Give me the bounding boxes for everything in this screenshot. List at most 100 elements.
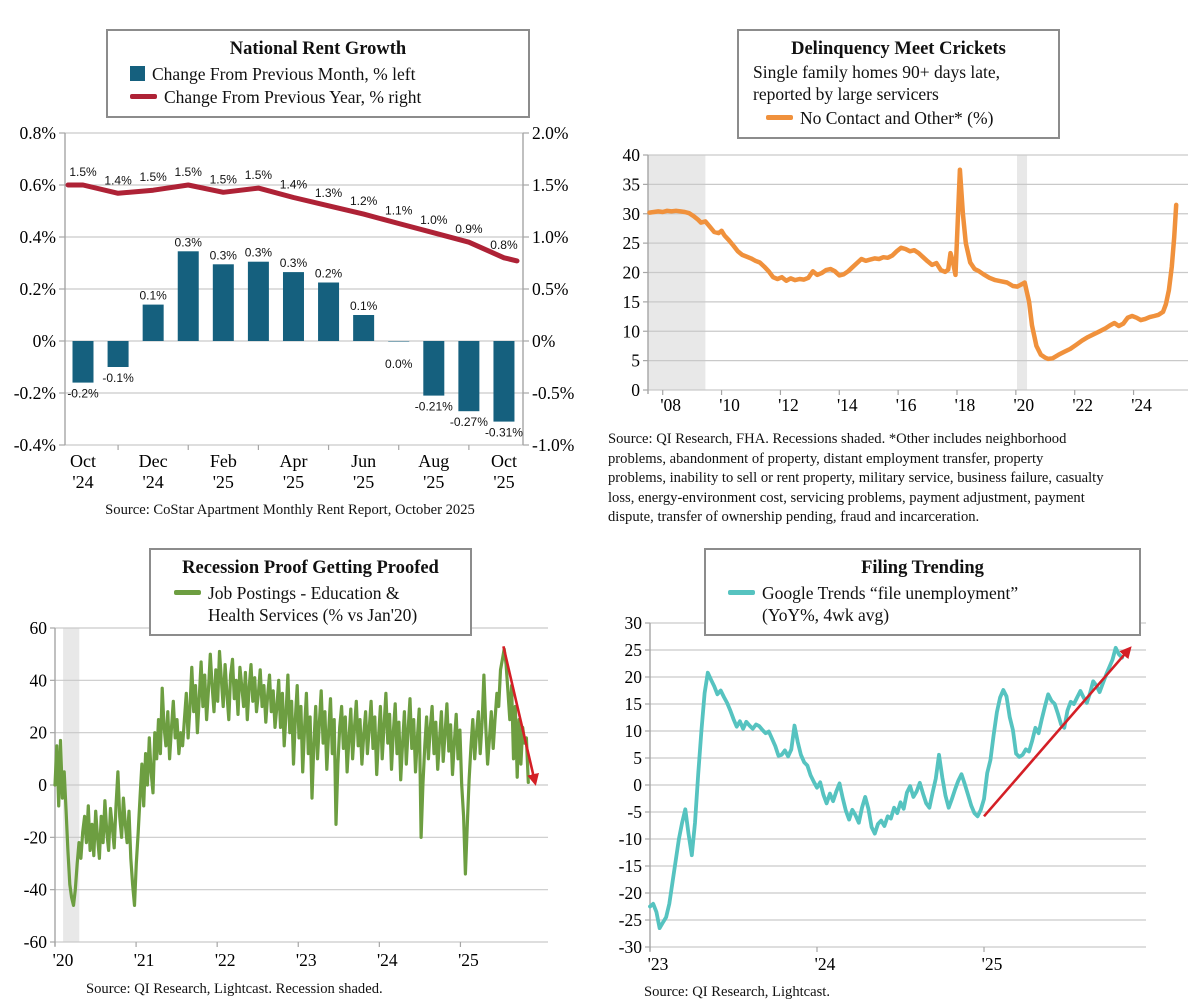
- svg-text:0%: 0%: [532, 331, 555, 351]
- svg-text:'25: '25: [982, 954, 1003, 974]
- delinquency-legend-label: No Contact and Other* (%): [800, 108, 994, 128]
- svg-text:1.5%: 1.5%: [245, 168, 273, 182]
- svg-text:'24: '24: [815, 954, 836, 974]
- svg-text:'10: '10: [719, 395, 740, 415]
- svg-text:-0.1%: -0.1%: [102, 371, 134, 385]
- svg-text:0.8%: 0.8%: [490, 238, 518, 252]
- svg-text:0.3%: 0.3%: [245, 246, 273, 260]
- svg-text:15: 15: [623, 292, 641, 312]
- svg-text:-40: -40: [24, 880, 48, 900]
- rent-legend-swatch-icon: [130, 94, 157, 99]
- svg-text:'25: '25: [283, 472, 304, 492]
- svg-text:Apr: Apr: [279, 451, 307, 471]
- svg-text:20: 20: [625, 667, 643, 687]
- svg-text:10: 10: [623, 321, 641, 341]
- svg-text:Oct: Oct: [70, 451, 96, 471]
- svg-text:60: 60: [30, 618, 48, 638]
- filing-legend-swatch-icon: [728, 590, 755, 595]
- filing-legend-label: Google Trends “file unemployment” (YoY%,…: [762, 583, 1019, 625]
- filing-legend-box: Filing Trending Google Trends “file unem…: [704, 548, 1141, 636]
- svg-text:5: 5: [633, 748, 642, 768]
- postings-legend-swatch-icon: [174, 590, 201, 595]
- svg-text:-20: -20: [619, 883, 643, 903]
- svg-text:-0.5%: -0.5%: [532, 383, 574, 403]
- delinquency-legend-item: No Contact and Other* (%): [766, 107, 1048, 129]
- svg-text:'25: '25: [458, 950, 479, 970]
- svg-text:-0.2%: -0.2%: [67, 387, 99, 401]
- svg-text:-0.27%: -0.27%: [450, 415, 488, 429]
- svg-text:'16: '16: [896, 395, 917, 415]
- rent-legend-item: Change From Previous Month, % left: [130, 63, 518, 85]
- svg-text:0.2%: 0.2%: [315, 267, 343, 281]
- postings-legend-box: Recession Proof Getting Proofed Job Post…: [149, 548, 472, 636]
- svg-text:-20: -20: [24, 827, 48, 847]
- svg-text:40: 40: [623, 145, 641, 165]
- postings-legend-rows: Job Postings - Education & Health Servic…: [161, 582, 460, 626]
- svg-text:-30: -30: [619, 937, 643, 957]
- svg-text:1.4%: 1.4%: [104, 173, 132, 187]
- svg-text:'08: '08: [660, 395, 681, 415]
- svg-text:0.2%: 0.2%: [20, 279, 56, 299]
- svg-text:'14: '14: [837, 395, 858, 415]
- svg-text:0: 0: [38, 775, 47, 795]
- svg-text:Oct: Oct: [491, 451, 517, 471]
- filing-source-note: Source: QI Research, Lightcast.: [644, 984, 831, 1000]
- svg-text:Feb: Feb: [210, 451, 237, 471]
- svg-text:0.4%: 0.4%: [20, 227, 56, 247]
- svg-text:'21: '21: [134, 950, 155, 970]
- svg-text:0.8%: 0.8%: [20, 123, 56, 143]
- svg-text:1.5%: 1.5%: [532, 175, 568, 195]
- delinquency-source-note: Source: QI Research, FHA. Recessions sha…: [608, 431, 1104, 526]
- svg-text:20: 20: [623, 263, 641, 283]
- postings-source-note: Source: QI Research, Lightcast. Recessio…: [86, 981, 383, 997]
- delinquency-chart-title: Delinquency Meet Crickets: [791, 39, 1006, 59]
- svg-text:1.5%: 1.5%: [139, 170, 167, 184]
- svg-text:1.4%: 1.4%: [280, 177, 308, 191]
- svg-text:'25: '25: [423, 472, 444, 492]
- job-postings-panel: 60 40 20 0 -20 -40 -60'20 '21 '22 '23 '24 '25 Reces…: [0, 540, 600, 1007]
- svg-text:15: 15: [625, 694, 643, 714]
- svg-text:1.5%: 1.5%: [69, 165, 97, 179]
- svg-text:0.3%: 0.3%: [210, 248, 238, 262]
- svg-text:10: 10: [625, 721, 643, 741]
- filing-chart-title: Filing Trending: [861, 558, 984, 578]
- svg-text:30: 30: [625, 613, 643, 633]
- svg-text:30: 30: [623, 204, 641, 224]
- rent-legend-item: Change From Previous Year, % right: [130, 86, 518, 108]
- postings-legend-label: Job Postings - Education & Health Servic…: [208, 583, 418, 625]
- svg-text:2.0%: 2.0%: [532, 123, 568, 143]
- svg-text:40: 40: [30, 670, 48, 690]
- delinquency-legend-swatch-icon: [766, 115, 793, 120]
- job-postings-plot: 60 40 20 0 -20 -40 -60'20 '21 '22 '23 '24 '25: [24, 618, 548, 970]
- svg-text:1.0%: 1.0%: [532, 227, 568, 247]
- national-rent-growth-panel: 0.8% 2.0% 0.6% 1.5% 0.4% 1.0% 0.2% 0.5% 0% 0% -0.2…: [0, 0, 580, 540]
- svg-text:Dec: Dec: [139, 451, 168, 471]
- svg-text:0.9%: 0.9%: [455, 222, 483, 236]
- svg-text:'22: '22: [1072, 395, 1093, 415]
- svg-text:0.1%: 0.1%: [350, 299, 378, 313]
- svg-text:0: 0: [633, 775, 642, 795]
- svg-text:'24: '24: [72, 472, 93, 492]
- delinquency-legend-box: Delinquency Meet Crickets Single family …: [737, 29, 1060, 139]
- svg-text:1.1%: 1.1%: [385, 203, 413, 217]
- svg-text:'22: '22: [215, 950, 236, 970]
- svg-text:'25: '25: [213, 472, 234, 492]
- svg-text:1.5%: 1.5%: [210, 172, 238, 186]
- svg-text:0.3%: 0.3%: [175, 235, 203, 249]
- delinquency-legend-rows: No Contact and Other* (%): [749, 107, 1048, 129]
- svg-text:0.0%: 0.0%: [385, 357, 413, 371]
- svg-text:'23: '23: [648, 954, 669, 974]
- svg-text:-25: -25: [619, 910, 643, 930]
- svg-text:'24: '24: [377, 950, 398, 970]
- rent-legend-swatch-icon: [130, 66, 145, 81]
- svg-text:'25: '25: [493, 472, 514, 492]
- rent-growth-plot: 0.8% 2.0% 0.6% 1.5% 0.4% 1.0% 0.2% 0.5% 0% 0% -0.2…: [14, 123, 575, 492]
- svg-text:-1.0%: -1.0%: [532, 435, 574, 455]
- svg-text:-0.2%: -0.2%: [14, 383, 56, 403]
- rent-legend-box: National Rent Growth Change From Previou…: [106, 29, 530, 118]
- svg-text:'20: '20: [1014, 395, 1035, 415]
- svg-text:'12: '12: [778, 395, 799, 415]
- delinquency-chart-subtitle: Single family homes 90+ days late, repor…: [753, 62, 1001, 104]
- svg-text:-0.31%: -0.31%: [485, 426, 523, 440]
- svg-text:0.5%: 0.5%: [532, 279, 568, 299]
